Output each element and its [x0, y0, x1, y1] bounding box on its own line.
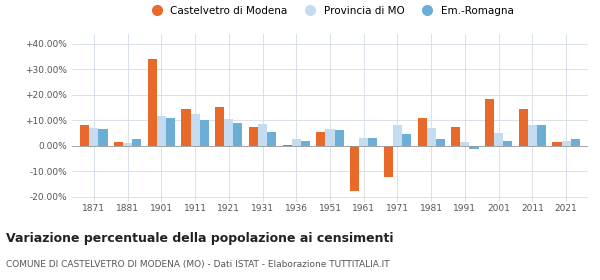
Bar	[89, 128, 98, 146]
Bar	[132, 139, 142, 146]
Bar	[301, 141, 310, 146]
Bar	[200, 120, 209, 146]
Bar	[215, 108, 224, 146]
Bar	[114, 142, 123, 146]
Bar	[494, 133, 503, 146]
Bar	[224, 119, 233, 146]
Bar	[283, 145, 292, 146]
Bar	[384, 146, 393, 178]
Bar	[553, 142, 562, 146]
Bar	[359, 138, 368, 146]
Bar	[249, 127, 258, 146]
Bar	[325, 129, 335, 146]
Bar	[451, 127, 460, 146]
Bar	[368, 138, 377, 146]
Bar	[157, 116, 166, 146]
Bar	[503, 141, 512, 146]
Bar	[460, 142, 469, 146]
Bar	[427, 128, 436, 146]
Bar	[537, 125, 546, 146]
Bar	[393, 125, 402, 146]
Bar	[469, 146, 479, 150]
Bar	[258, 124, 267, 146]
Bar	[571, 139, 580, 146]
Bar	[528, 125, 537, 146]
Bar	[292, 139, 301, 146]
Bar	[562, 141, 571, 146]
Bar	[402, 134, 411, 146]
Text: COMUNE DI CASTELVETRO DI MODENA (MO) - Dati ISTAT - Elaborazione TUTTITALIA.IT: COMUNE DI CASTELVETRO DI MODENA (MO) - D…	[6, 260, 389, 269]
Bar	[166, 118, 175, 146]
Bar	[80, 125, 89, 146]
Bar	[98, 129, 107, 146]
Bar	[350, 146, 359, 192]
Bar	[316, 132, 325, 146]
Bar	[123, 143, 132, 146]
Bar	[485, 99, 494, 146]
Bar	[148, 59, 157, 146]
Bar	[518, 109, 528, 146]
Bar	[267, 132, 276, 146]
Bar	[436, 139, 445, 146]
Bar	[181, 109, 191, 146]
Bar	[233, 123, 242, 146]
Text: Variazione percentuale della popolazione ai censimenti: Variazione percentuale della popolazione…	[6, 232, 394, 245]
Bar	[418, 118, 427, 146]
Bar	[191, 114, 200, 146]
Legend: Castelvetro di Modena, Provincia di MO, Em.-Romagna: Castelvetro di Modena, Provincia di MO, …	[142, 2, 518, 20]
Bar	[335, 130, 344, 146]
